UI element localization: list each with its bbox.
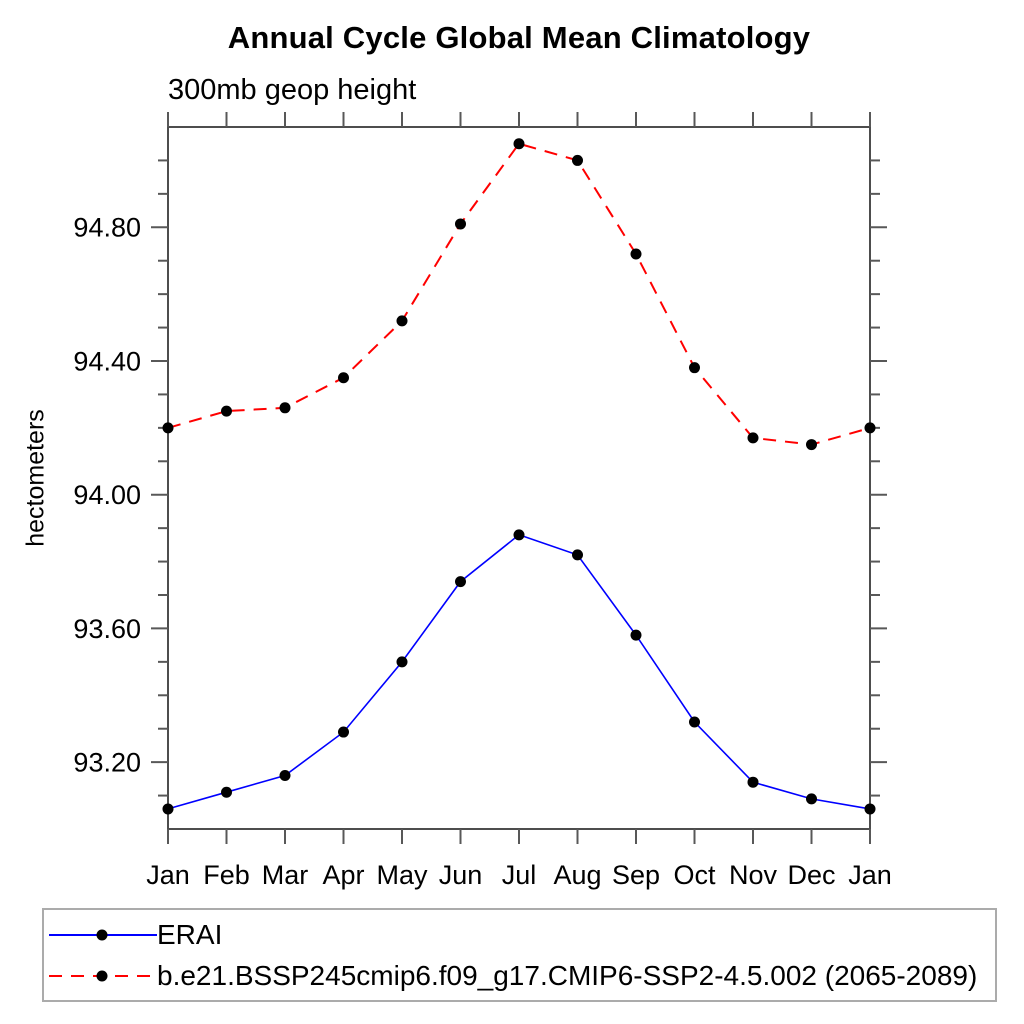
- legend: ERAI b.e21.BSSP245cmip6.f09_g17.CMIP6-SS…: [42, 908, 997, 1002]
- x-tick-label: Sep: [612, 860, 660, 890]
- x-tick-label: Jan: [848, 860, 892, 890]
- legend-item-model: b.e21.BSSP245cmip6.f09_g17.CMIP6-SSP2-4.…: [44, 959, 995, 993]
- data-point: [572, 549, 583, 561]
- legend-label-erai: ERAI: [157, 918, 223, 950]
- data-point: [806, 439, 817, 451]
- series-line-erai: [167, 533, 871, 810]
- data-point: [162, 422, 174, 434]
- data-point: [689, 362, 700, 374]
- data-point: [689, 716, 700, 728]
- legend-item-erai: ERAI: [44, 918, 995, 952]
- data-point: [396, 656, 408, 668]
- data-point: [513, 529, 525, 541]
- x-tick-label: Jan: [146, 860, 190, 890]
- chart-subtitle: 300mb geop height: [168, 74, 417, 106]
- legend-label-model: b.e21.BSSP245cmip6.f09_g17.CMIP6-SSP2-4.…: [157, 959, 978, 991]
- data-point: [747, 776, 759, 788]
- data-point: [806, 793, 817, 805]
- x-tick-label: Jun: [439, 860, 483, 890]
- data-point: [630, 629, 642, 641]
- x-tick-label: Jul: [502, 860, 537, 890]
- x-tick-label: Feb: [203, 860, 250, 890]
- x-tick-label: Dec: [787, 860, 835, 890]
- data-point: [338, 726, 349, 738]
- data-point: [864, 422, 876, 434]
- y-tick-label: 94.80: [73, 213, 141, 243]
- chart-title: Annual Cycle Global Mean Climatology: [227, 20, 811, 55]
- data-point: [747, 432, 759, 444]
- series-line-model: [167, 142, 871, 446]
- data-point: [455, 576, 466, 588]
- data-point: [864, 803, 876, 815]
- y-tick-label: 93.20: [73, 748, 141, 778]
- dashed-line-marker-icon: [49, 970, 157, 981]
- y-tick-label: 93.60: [73, 614, 141, 644]
- data-point: [513, 138, 525, 150]
- data-point: [162, 803, 174, 815]
- data-point: [396, 315, 408, 327]
- x-tick-label: Nov: [729, 860, 778, 890]
- data-point: [221, 786, 232, 798]
- axis-frame: [167, 126, 871, 830]
- x-tick-label: Aug: [553, 860, 601, 890]
- data-point: [279, 402, 291, 414]
- data-point: [455, 218, 466, 230]
- x-tick-label: Oct: [673, 860, 716, 890]
- solid-line-marker-icon: [49, 929, 157, 940]
- data-point: [338, 372, 349, 384]
- data-point: [279, 770, 291, 782]
- y-tick-label: 94.40: [73, 346, 141, 376]
- x-tick-label: Mar: [262, 860, 309, 890]
- data-point: [630, 248, 642, 260]
- x-tick-label: May: [376, 860, 428, 890]
- data-point: [572, 154, 583, 166]
- data-point: [221, 405, 232, 417]
- x-tick-label: Apr: [322, 860, 364, 890]
- y-tick-label: 94.00: [73, 480, 141, 510]
